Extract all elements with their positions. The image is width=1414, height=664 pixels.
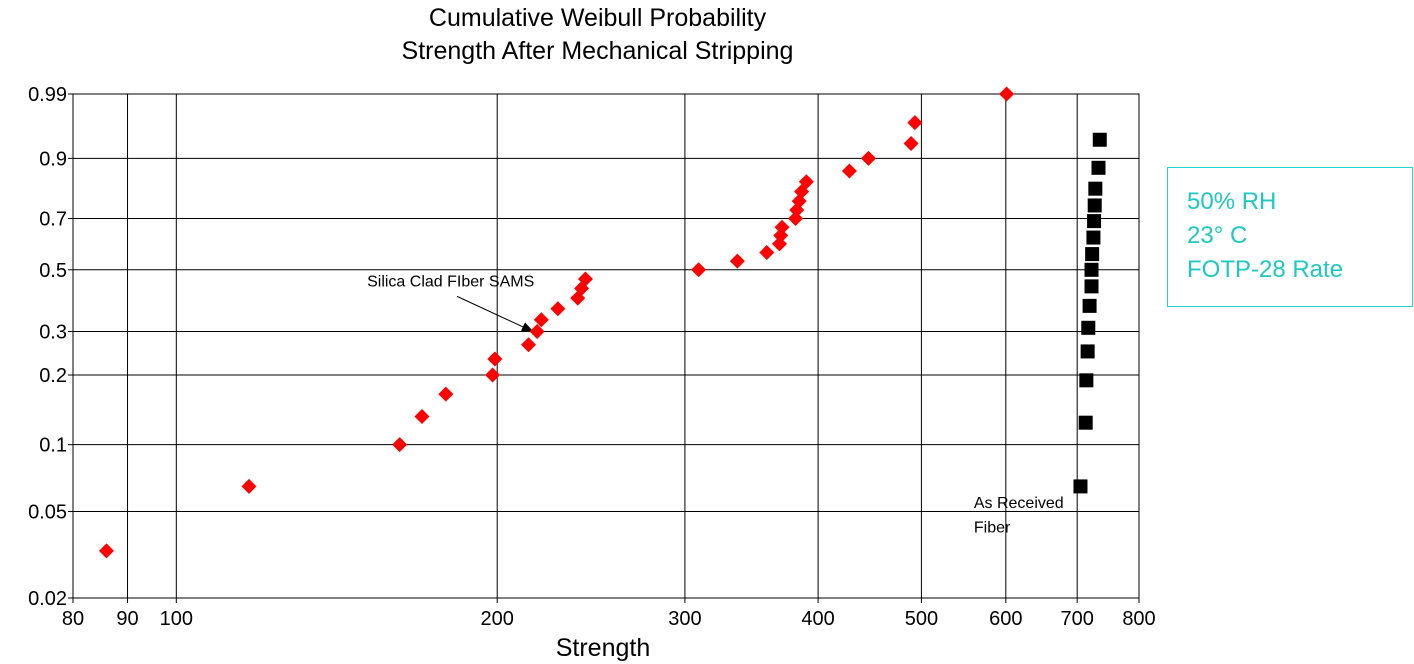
data-point-square <box>1084 279 1099 294</box>
data-point-diamond <box>414 409 430 425</box>
x-tick-label: 300 <box>668 608 701 630</box>
chart-subtitle: Strength After Mechanical Stripping <box>401 37 794 65</box>
data-point-diamond <box>392 437 408 453</box>
data-point-diamond <box>577 271 593 287</box>
data-point-square <box>1086 230 1101 245</box>
condition-humidity: 50% RH <box>1187 188 1277 215</box>
data-point-square <box>1082 298 1097 313</box>
plot-frame <box>72 93 1140 599</box>
y-tick-label: 0.05 <box>28 502 67 524</box>
x-tick-label: 500 <box>905 608 938 630</box>
x-tick-label: 100 <box>160 608 193 630</box>
x-tick-label: 80 <box>62 608 84 630</box>
y-tick-label: 0.02 <box>28 588 67 610</box>
data-point-square <box>1087 214 1102 229</box>
data-point-diamond <box>759 245 775 261</box>
x-tick-label: 400 <box>801 608 834 630</box>
data-point-diamond <box>860 150 876 166</box>
y-tick-label: 0.99 <box>28 84 67 106</box>
annotation-label: As Received <box>974 495 1064 512</box>
test-conditions-box: 50% RH 23° C FOTP-28 Rate <box>1167 167 1413 307</box>
condition-temperature: 23° C <box>1187 222 1248 249</box>
annotations: Silica Clad FIber SAMS As Received Fiber <box>367 273 1064 536</box>
data-point-square <box>1085 247 1100 262</box>
data-point-diamond <box>774 219 790 235</box>
data-point-diamond <box>485 367 501 383</box>
annotation-arrow <box>456 295 534 332</box>
data-point-diamond <box>533 312 549 328</box>
data-point-diamond <box>798 174 814 190</box>
annotation-label: Fiber <box>974 520 1011 537</box>
data-point-diamond <box>903 135 919 151</box>
y-tick-label: 0.5 <box>39 260 67 282</box>
x-tick-label: 800 <box>1122 608 1155 630</box>
y-axis-ticks: 0.02 0.05 0.1 0.2 0.3 0.5 0.7 0.9 0.99 <box>28 84 73 610</box>
data-point-square <box>1080 344 1095 359</box>
data-point-square <box>1079 373 1094 388</box>
data-point-square <box>1081 320 1096 335</box>
y-tick-label: 0.2 <box>39 365 67 387</box>
x-tick-label: 200 <box>481 608 514 630</box>
y-tick-label: 0.1 <box>39 435 67 457</box>
chart-title: Cumulative Weibull Probability <box>428 4 767 32</box>
x-tick-label: 90 <box>116 608 138 630</box>
x-axis-label: Strength <box>556 634 651 662</box>
data-points <box>98 86 1107 559</box>
data-point-square <box>1091 160 1106 175</box>
data-point-diamond <box>529 323 545 339</box>
x-tick-label: 700 <box>1060 608 1093 630</box>
data-point-square <box>1087 198 1102 213</box>
data-point-diamond <box>907 115 923 131</box>
data-point-diamond <box>521 337 537 353</box>
x-axis-ticks: 80 90 100 200 300 400 500 600 700 800 <box>62 598 1156 630</box>
y-tick-label: 0.3 <box>39 321 67 343</box>
data-point-diamond <box>550 301 566 317</box>
data-point-square <box>1088 181 1103 196</box>
condition-rate: FOTP-28 Rate <box>1187 256 1344 283</box>
data-point-square <box>1084 262 1099 277</box>
data-point-diamond <box>98 543 114 559</box>
data-point-diamond <box>487 351 503 367</box>
x-tick-label: 600 <box>989 608 1022 630</box>
data-point-diamond <box>841 163 857 179</box>
y-tick-label: 0.7 <box>39 209 67 231</box>
data-point-diamond <box>691 262 707 278</box>
data-point-diamond <box>438 386 454 402</box>
data-point-square <box>1073 479 1088 494</box>
data-point-square <box>1092 132 1107 147</box>
data-point-diamond <box>729 253 745 269</box>
data-point-square <box>1078 415 1093 430</box>
y-tick-label: 0.9 <box>39 148 67 170</box>
data-point-diamond <box>999 86 1015 102</box>
annotation-label: Silica Clad FIber SAMS <box>367 273 534 290</box>
data-point-diamond <box>241 478 257 494</box>
